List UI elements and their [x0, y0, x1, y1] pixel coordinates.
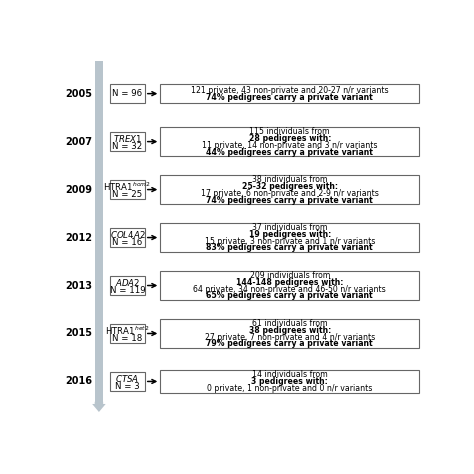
Bar [160, 223, 419, 252]
Text: HTRA1$^{het2}$: HTRA1$^{het2}$ [105, 324, 150, 337]
Bar [160, 127, 419, 156]
Text: 25-32 pedigrees with:: 25-32 pedigrees with: [242, 182, 338, 191]
Text: 79% pedigrees carry a private variant: 79% pedigrees carry a private variant [207, 339, 373, 348]
Text: $\it{COL4A2}$: $\it{COL4A2}$ [109, 229, 145, 240]
Text: N = 16: N = 16 [112, 238, 143, 247]
Text: $\it{ADA2}$: $\it{ADA2}$ [115, 277, 140, 288]
Bar [110, 372, 145, 391]
Text: 209 individuals from: 209 individuals from [250, 271, 330, 280]
Text: 2016: 2016 [65, 376, 92, 386]
Text: 2012: 2012 [65, 233, 92, 243]
Text: 144-148 pedigrees with:: 144-148 pedigrees with: [236, 278, 344, 287]
Text: 2007: 2007 [65, 137, 92, 146]
Bar [110, 180, 145, 199]
Text: 121 private, 43 non-private and 20-27 n/r variants: 121 private, 43 non-private and 20-27 n/… [191, 86, 389, 95]
Text: 44% pedigrees carry a private variant: 44% pedigrees carry a private variant [206, 147, 373, 156]
Text: 37 individuals from: 37 individuals from [252, 223, 328, 232]
Bar [110, 276, 145, 295]
Bar [110, 324, 145, 343]
Text: 83% pedigrees carry a private variant: 83% pedigrees carry a private variant [207, 244, 373, 253]
Text: HTRA1$^{hom2}$: HTRA1$^{hom2}$ [103, 181, 151, 193]
Text: 28 pedigrees with:: 28 pedigrees with: [248, 134, 331, 143]
Text: 74% pedigrees carry a private variant: 74% pedigrees carry a private variant [206, 195, 373, 204]
Text: N = 32: N = 32 [112, 142, 143, 151]
Text: 17 private, 6 non-private and 2-9 n/r variants: 17 private, 6 non-private and 2-9 n/r va… [201, 189, 379, 198]
Text: 115 individuals from: 115 individuals from [249, 128, 330, 137]
Text: 27 private, 7 non-private and 4 n/r variants: 27 private, 7 non-private and 4 n/r vari… [205, 333, 375, 342]
Text: N = 3: N = 3 [115, 382, 140, 391]
Text: 2015: 2015 [65, 328, 92, 338]
Text: N = 18: N = 18 [112, 334, 143, 343]
Text: 14 individuals from: 14 individuals from [252, 370, 328, 379]
Text: 2005: 2005 [65, 89, 92, 99]
Bar [160, 175, 419, 204]
Text: 38 pedigrees with:: 38 pedigrees with: [249, 326, 331, 335]
Text: 2009: 2009 [65, 184, 92, 194]
Text: N = 119: N = 119 [109, 286, 145, 295]
Text: 61 individuals from: 61 individuals from [252, 319, 328, 328]
Bar [160, 271, 419, 301]
Bar [110, 132, 145, 151]
Text: $\it{TREX1}$: $\it{TREX1}$ [113, 133, 142, 144]
Text: 19 pedigrees with:: 19 pedigrees with: [249, 230, 331, 239]
Bar [95, 61, 103, 402]
Text: 74% pedigrees carry a private variant: 74% pedigrees carry a private variant [206, 93, 373, 102]
FancyArrow shape [92, 402, 106, 412]
Bar [160, 84, 419, 103]
Bar [160, 319, 419, 348]
Text: 65% pedigrees carry a private variant: 65% pedigrees carry a private variant [207, 292, 373, 301]
Text: $\it{CTSA}$: $\it{CTSA}$ [115, 373, 139, 384]
Text: N = 96: N = 96 [112, 89, 143, 98]
Text: 15 private, 3 non-private and 1 n/r variants: 15 private, 3 non-private and 1 n/r vari… [205, 237, 375, 246]
Bar [110, 228, 145, 247]
Text: 38 individuals from: 38 individuals from [252, 175, 328, 184]
Text: 0 private, 1 non-private and 0 n/r variants: 0 private, 1 non-private and 0 n/r varia… [207, 384, 373, 393]
Text: 3 pedigrees with:: 3 pedigrees with: [251, 377, 328, 386]
Bar [110, 84, 145, 103]
Text: 11 private, 14 non-private and 3 n/r variants: 11 private, 14 non-private and 3 n/r var… [202, 141, 377, 150]
Text: 2013: 2013 [65, 281, 92, 291]
Text: N = 25: N = 25 [112, 190, 143, 199]
Bar [160, 370, 419, 393]
Text: 64 private, 34 non-private and 46-50 n/r variants: 64 private, 34 non-private and 46-50 n/r… [193, 285, 386, 294]
